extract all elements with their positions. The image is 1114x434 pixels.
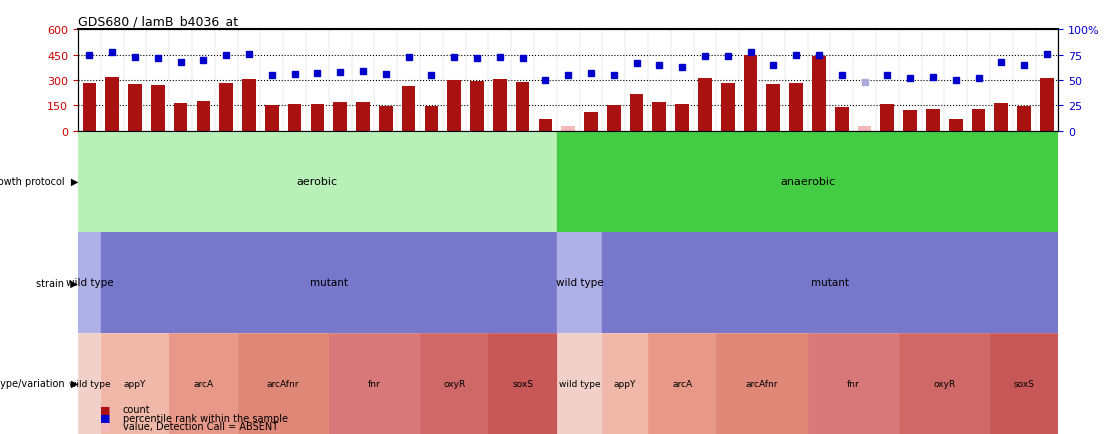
Bar (971, 109, 986, 131)
Bar (356, 103, 370, 131)
Text: appY: appY (124, 379, 146, 388)
FancyBboxPatch shape (808, 333, 899, 434)
Bar (584, 113, 598, 131)
FancyBboxPatch shape (329, 333, 420, 434)
Text: count: count (123, 404, 150, 414)
Bar (174, 104, 187, 131)
Text: arcA: arcA (672, 379, 692, 388)
Text: mutant: mutant (811, 278, 849, 288)
Bar (402, 87, 416, 131)
Bar (265, 106, 278, 131)
Text: wild type: wild type (66, 278, 114, 288)
Bar (196, 102, 211, 131)
Bar (287, 105, 302, 131)
Text: strain  ▶: strain ▶ (37, 278, 78, 288)
Bar (903, 110, 917, 131)
FancyBboxPatch shape (100, 333, 169, 434)
FancyBboxPatch shape (899, 333, 990, 434)
Bar (82, 83, 96, 131)
Text: ■: ■ (100, 404, 110, 414)
Text: ■: ■ (100, 421, 110, 431)
FancyBboxPatch shape (557, 131, 1058, 232)
Bar (858, 126, 871, 131)
Text: wild type: wild type (69, 379, 110, 388)
Text: arcAfnr: arcAfnr (745, 379, 779, 388)
Bar (629, 95, 644, 131)
FancyBboxPatch shape (100, 232, 557, 333)
Text: aerobic: aerobic (296, 177, 338, 187)
Bar (698, 79, 712, 131)
Bar (538, 119, 553, 131)
Text: fnr: fnr (368, 379, 381, 388)
Text: appY: appY (614, 379, 636, 388)
Text: growth protocol  ▶: growth protocol ▶ (0, 177, 78, 187)
Bar (721, 83, 734, 131)
FancyBboxPatch shape (603, 333, 648, 434)
Bar (607, 106, 620, 131)
Text: genotype/variation  ▶: genotype/variation ▶ (0, 378, 78, 388)
FancyBboxPatch shape (557, 232, 603, 333)
Text: wild type: wild type (556, 278, 604, 288)
Bar (766, 85, 780, 131)
Bar (1017, 107, 1030, 131)
Text: arcAfnr: arcAfnr (267, 379, 300, 388)
FancyBboxPatch shape (603, 232, 1058, 333)
Text: oxyR: oxyR (934, 379, 956, 388)
Text: wild type: wild type (559, 379, 600, 388)
Bar (949, 119, 962, 131)
Bar (379, 107, 392, 131)
Bar (744, 56, 758, 131)
FancyBboxPatch shape (169, 333, 237, 434)
Text: anaerobic: anaerobic (780, 177, 836, 187)
Bar (995, 104, 1008, 131)
FancyBboxPatch shape (78, 333, 100, 434)
Bar (448, 81, 461, 131)
Bar (106, 77, 119, 131)
Bar (653, 103, 666, 131)
FancyBboxPatch shape (237, 333, 329, 434)
Bar (812, 56, 825, 131)
Text: soxS: soxS (512, 379, 532, 388)
Bar (128, 85, 141, 131)
Text: mutant: mutant (310, 278, 348, 288)
FancyBboxPatch shape (648, 333, 716, 434)
Text: GDS680 / lamB_b4036_at: GDS680 / lamB_b4036_at (78, 15, 238, 28)
Bar (424, 107, 438, 131)
Bar (219, 83, 233, 131)
Bar (311, 105, 324, 131)
Bar (561, 126, 575, 131)
Bar (880, 105, 895, 131)
Bar (150, 86, 165, 131)
Text: value, Detection Call = ABSENT: value, Detection Call = ABSENT (123, 421, 277, 431)
Text: oxyR: oxyR (443, 379, 466, 388)
Text: arcA: arcA (194, 379, 214, 388)
Bar (242, 80, 256, 131)
Text: ■: ■ (100, 413, 110, 423)
FancyBboxPatch shape (716, 333, 808, 434)
Bar (834, 108, 849, 131)
Bar (470, 82, 483, 131)
Bar (492, 80, 507, 131)
FancyBboxPatch shape (420, 333, 488, 434)
FancyBboxPatch shape (990, 333, 1058, 434)
FancyBboxPatch shape (488, 333, 557, 434)
FancyBboxPatch shape (78, 232, 100, 333)
Bar (333, 103, 346, 131)
Text: percentile rank within the sample: percentile rank within the sample (123, 413, 287, 423)
Bar (926, 109, 940, 131)
FancyBboxPatch shape (557, 333, 603, 434)
FancyBboxPatch shape (78, 131, 557, 232)
Bar (516, 82, 529, 131)
Bar (790, 83, 803, 131)
Bar (1040, 79, 1054, 131)
Bar (675, 105, 688, 131)
Text: soxS: soxS (1014, 379, 1035, 388)
Text: fnr: fnr (847, 379, 860, 388)
